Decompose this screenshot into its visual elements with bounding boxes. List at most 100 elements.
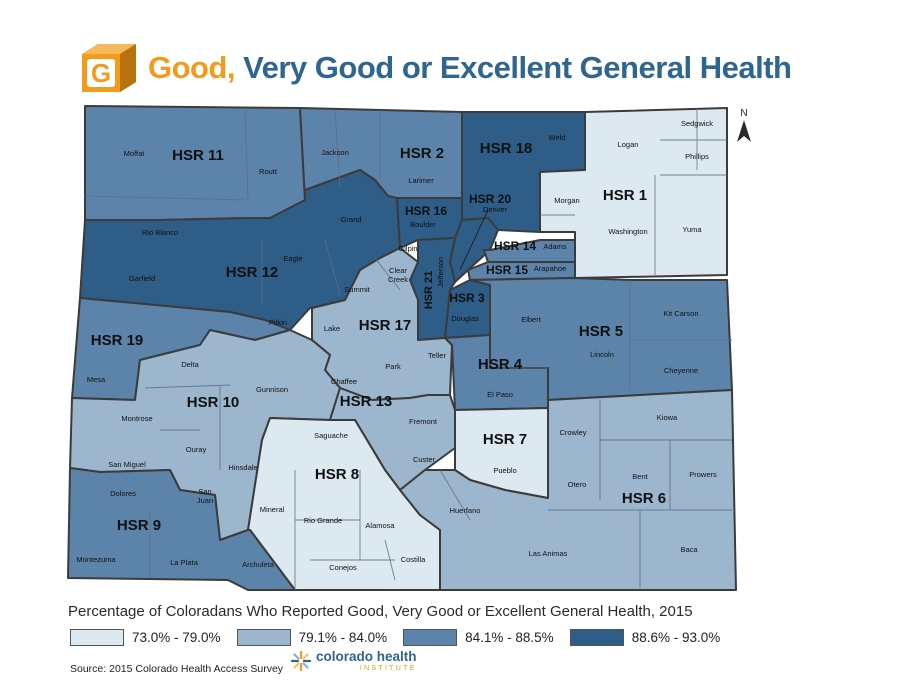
region-label: HSR 11 xyxy=(172,147,224,164)
county-label: Archuleta xyxy=(242,560,275,569)
county-label: Las Animas xyxy=(529,549,568,558)
county-label: Denver xyxy=(483,205,508,214)
region-label: HSR 20 xyxy=(469,192,511,206)
legend-item: 88.6% - 93.0% xyxy=(569,629,721,646)
region-label: HSR 15 xyxy=(486,263,528,277)
title-rest: Very Good or Excellent General Health xyxy=(235,50,792,85)
county-label: Kiowa xyxy=(657,413,678,422)
legend-label: 73.0% - 79.0% xyxy=(132,630,221,645)
county-label: Huerfano xyxy=(450,506,481,515)
county-label: El Paso xyxy=(487,390,513,399)
county-label: Larimer xyxy=(408,176,434,185)
region-label: HSR 14 xyxy=(494,239,536,253)
county-label: Cheyenne xyxy=(664,366,698,375)
county-label: Routt xyxy=(259,167,278,176)
region-label: HSR 17 xyxy=(359,317,412,334)
county-label: Bent xyxy=(632,472,648,481)
county-label: Custer xyxy=(413,455,436,464)
county-label: Clear Creek xyxy=(388,266,408,284)
county-label: Teller xyxy=(428,351,446,360)
county-label: Rio Grande xyxy=(304,516,342,525)
county-label: Dolores xyxy=(110,489,136,498)
region-label: HSR 19 xyxy=(91,332,144,349)
county-label: Crowley xyxy=(559,428,586,437)
region-label: HSR 13 xyxy=(340,393,393,410)
region-label: HSR 8 xyxy=(315,466,359,483)
badge-letter: G xyxy=(91,58,111,88)
county-label: Yuma xyxy=(682,225,702,234)
legend-label: 84.1% - 88.5% xyxy=(465,630,554,645)
county-label: Washington xyxy=(608,227,647,236)
region-label: HSR 7 xyxy=(483,431,527,448)
county-label: Gilpin xyxy=(398,244,417,253)
region-label: HSR 9 xyxy=(117,517,161,534)
north-arrow-icon: N xyxy=(737,108,751,142)
county-label: Eagle xyxy=(283,254,302,263)
county-label: San Juan xyxy=(197,487,213,505)
county-label: Montezuma xyxy=(76,555,116,564)
legend-swatch-1 xyxy=(70,629,124,646)
source-note: Source: 2015 Colorado Health Access Surv… xyxy=(70,663,284,675)
county-label: Logan xyxy=(618,140,639,149)
legend-swatch-3 xyxy=(403,629,458,646)
region-label: HSR 18 xyxy=(480,140,533,157)
county-label: Moffat xyxy=(124,149,146,158)
county-label: Elbert xyxy=(521,315,542,324)
county-label: Boulder xyxy=(410,220,436,229)
legend-item: 73.0% - 79.0% xyxy=(70,629,221,646)
county-label: Morgan xyxy=(554,196,579,205)
region-label: HSR 6 xyxy=(622,490,666,507)
county-label: Garfield xyxy=(129,274,155,283)
county-label: Phillips xyxy=(685,152,709,161)
county-label: Costilla xyxy=(401,555,426,564)
legend-item: 84.1% - 88.5% xyxy=(403,629,554,646)
county-label: Saguache xyxy=(314,431,348,440)
region-label: HSR 1 xyxy=(603,187,647,204)
county-label: Conejos xyxy=(329,563,357,572)
legend-label: 79.1% - 84.0% xyxy=(298,630,388,645)
region-hsr1 xyxy=(539,107,728,279)
legend: 73.0% - 79.0% 79.1% - 84.0% 84.1% - 88.5… xyxy=(70,629,736,646)
county-label: Arapahoe xyxy=(534,264,567,273)
county-label: Lake xyxy=(324,324,340,333)
region-label: HSR 16 xyxy=(405,204,447,218)
county-label: Chaffee xyxy=(331,377,357,386)
county-label: Summit xyxy=(344,285,370,294)
g-badge-icon: G xyxy=(82,44,136,92)
map-title: G Good, Very Good or Excellent General H… xyxy=(78,38,792,98)
region-hsr9 xyxy=(67,467,296,591)
region-label: HSR 10 xyxy=(187,394,240,411)
chi-name: colorado health xyxy=(316,649,417,664)
county-label: La Plata xyxy=(170,558,198,567)
county-label: Alamosa xyxy=(365,521,395,530)
county-label: Ouray xyxy=(186,445,207,454)
county-label: Rio Blanco xyxy=(142,228,178,237)
region-hsr3 xyxy=(444,279,491,339)
north-label: N xyxy=(740,108,747,119)
county-label: Grand xyxy=(341,215,362,224)
county-label: Weld xyxy=(549,133,566,142)
county-label: San Miguel xyxy=(108,460,146,469)
county-label: Jackson xyxy=(321,148,349,157)
region-label: HSR 3 xyxy=(449,291,485,305)
legend-swatch-4 xyxy=(569,629,624,646)
region-label: HSR 5 xyxy=(579,323,623,340)
legend-title: Percentage of Coloradans Who Reported Go… xyxy=(68,603,693,620)
county-label: Prowers xyxy=(689,470,717,479)
county-label: Delta xyxy=(181,360,199,369)
county-label: Gunnison xyxy=(256,385,288,394)
chi-sunburst-icon xyxy=(290,650,312,672)
region-hsr4 xyxy=(444,334,549,411)
region-label: HSR 12 xyxy=(226,264,279,281)
county-label: Pueblo xyxy=(493,466,516,475)
county-label: Sedgwick xyxy=(681,119,713,128)
county-label: Hinsdale xyxy=(228,463,257,472)
county-label: Kit Carson xyxy=(663,309,698,318)
county-label: Montrose xyxy=(121,414,152,423)
legend-label: 88.6% - 93.0% xyxy=(631,630,721,645)
county-label: Otero xyxy=(568,480,587,489)
county-label: Lincoln xyxy=(590,350,614,359)
colorado-hsr-map: N HSR 11 HSR 2 HSR 18 HSR 1 HSR 16 HSR 20 HSR … xyxy=(67,105,751,591)
region-label: HSR 4 xyxy=(478,356,523,373)
legend-swatch-2 xyxy=(236,629,291,646)
